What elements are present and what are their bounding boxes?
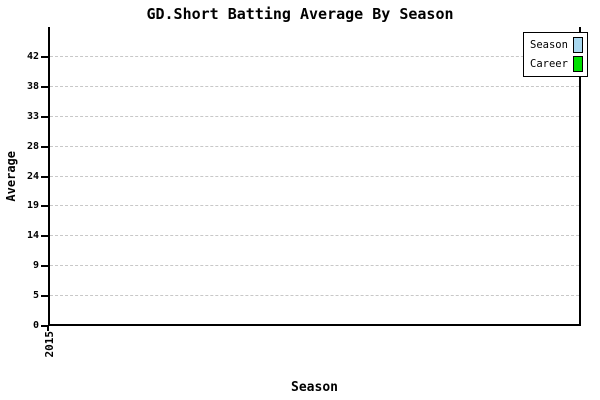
- gridline: [50, 85, 579, 87]
- y-tick-mark: [41, 85, 49, 88]
- x-tick-label-text: 2015: [43, 331, 56, 358]
- y-tick-label: 33: [26, 110, 39, 122]
- y-tick-mark: [41, 295, 49, 298]
- y-tick-label: 38: [26, 80, 39, 92]
- y-tick-label: 42: [26, 51, 39, 62]
- gridline: [50, 175, 579, 177]
- gridline: [50, 56, 579, 57]
- y-tick-label: 0: [32, 320, 39, 331]
- legend-swatch-season: [572, 37, 583, 53]
- gridline: [50, 295, 579, 297]
- y-tick-mark: [41, 325, 49, 327]
- y-tick-mark: [41, 265, 49, 268]
- plot-area: [48, 27, 581, 326]
- chart-title: GD.Short Batting Average By Season: [146, 5, 454, 23]
- y-tick-mark: [41, 205, 49, 208]
- gridline: [50, 205, 579, 207]
- y-tick-label: 9: [32, 260, 39, 272]
- gridline: [50, 115, 579, 117]
- y-tick-mark: [41, 145, 49, 148]
- gridline: [50, 265, 579, 267]
- gridline: [50, 235, 579, 237]
- legend-label: Season: [530, 39, 568, 51]
- y-tick-mark: [41, 235, 49, 238]
- legend-swatch-career: [572, 56, 583, 72]
- legend-item-season: Season: [530, 37, 583, 53]
- legend-item-career: Career: [530, 56, 583, 72]
- y-tick-label: 5: [32, 290, 39, 302]
- x-axis-title: Season: [291, 380, 338, 395]
- gridline: [50, 145, 579, 147]
- y-tick-mark: [41, 175, 49, 178]
- legend-label: Career: [530, 58, 568, 70]
- x-tick-mark: [47, 326, 49, 331]
- y-tick-label: 14: [26, 230, 39, 242]
- legend: Season Career: [523, 32, 588, 77]
- y-tick-mark: [41, 56, 49, 58]
- y-tick-label: 19: [26, 200, 39, 212]
- x-tick-label: 2015: [43, 331, 56, 361]
- y-tick-label: 28: [26, 140, 39, 152]
- y-tick-label: 24: [26, 170, 39, 182]
- y-tick-mark: [41, 115, 49, 118]
